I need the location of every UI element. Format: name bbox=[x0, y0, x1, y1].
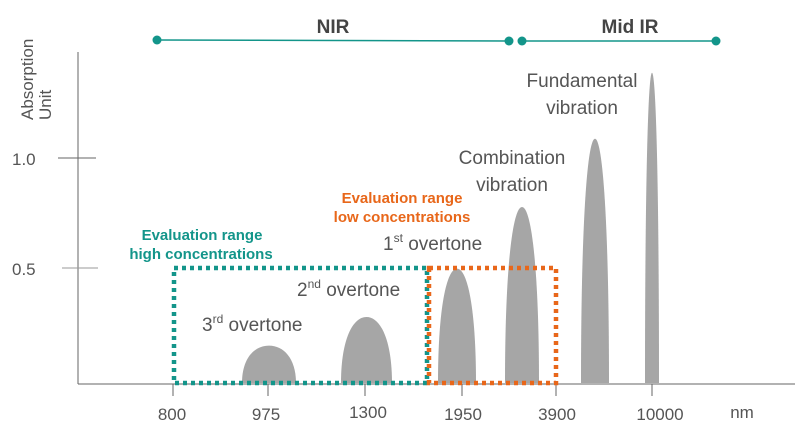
svg-text:high concentrations: high concentrations bbox=[129, 246, 272, 263]
svg-text:vibration: vibration bbox=[546, 98, 618, 119]
x-tick-label: 1300 bbox=[349, 403, 387, 422]
absorption-peak bbox=[505, 207, 539, 383]
first-overtone-label: 1st overtone bbox=[383, 231, 482, 255]
x-ticks bbox=[172, 384, 653, 396]
combination-vibration-label: Combination vibration bbox=[459, 148, 566, 196]
nir-label: NIR bbox=[317, 17, 350, 38]
x-tick-label: 3900 bbox=[538, 405, 576, 424]
peaks bbox=[242, 72, 659, 384]
svg-text:Absorption: Absorption bbox=[18, 39, 37, 120]
absorption-peak bbox=[645, 72, 659, 384]
y-tick-label: 1.0 bbox=[12, 150, 36, 169]
svg-text:Fundamental: Fundamental bbox=[527, 71, 638, 92]
third-overtone-label: 3rd overtone bbox=[202, 312, 302, 336]
y-tick-label: 0.5 bbox=[12, 260, 36, 279]
x-axis-unit: nm bbox=[730, 403, 754, 422]
svg-text:vibration: vibration bbox=[476, 175, 548, 196]
svg-text:Evaluation range: Evaluation range bbox=[142, 227, 263, 244]
mid-ir-range: Mid IR bbox=[517, 17, 721, 46]
evaluation-high-label: Evaluation range high concentrations bbox=[129, 227, 272, 263]
y-axis-label: Absorption Unit bbox=[18, 39, 55, 120]
absorption-peak bbox=[581, 138, 609, 383]
x-tick-label: 975 bbox=[252, 405, 280, 424]
svg-text:Unit: Unit bbox=[36, 89, 55, 120]
mid-ir-label: Mid IR bbox=[602, 17, 659, 38]
absorption-peak bbox=[438, 268, 476, 383]
x-tick-label: 800 bbox=[158, 405, 186, 424]
svg-text:low concentrations: low concentrations bbox=[334, 209, 471, 226]
svg-text:Combination: Combination bbox=[459, 148, 566, 169]
evaluation-low-label: Evaluation range low concentrations bbox=[334, 190, 471, 226]
svg-text:Evaluation range: Evaluation range bbox=[342, 190, 463, 207]
second-overtone-label: 2nd overtone bbox=[297, 277, 400, 301]
absorption-peak bbox=[242, 345, 296, 383]
x-tick-label: 10000 bbox=[636, 405, 683, 424]
x-tick-label: 1950 bbox=[444, 405, 482, 424]
fundamental-vibration-label: Fundamental vibration bbox=[527, 71, 638, 119]
nir-range: NIR bbox=[152, 17, 514, 46]
absorption-peak bbox=[341, 317, 392, 383]
evaluation-box-low bbox=[426, 265, 559, 386]
